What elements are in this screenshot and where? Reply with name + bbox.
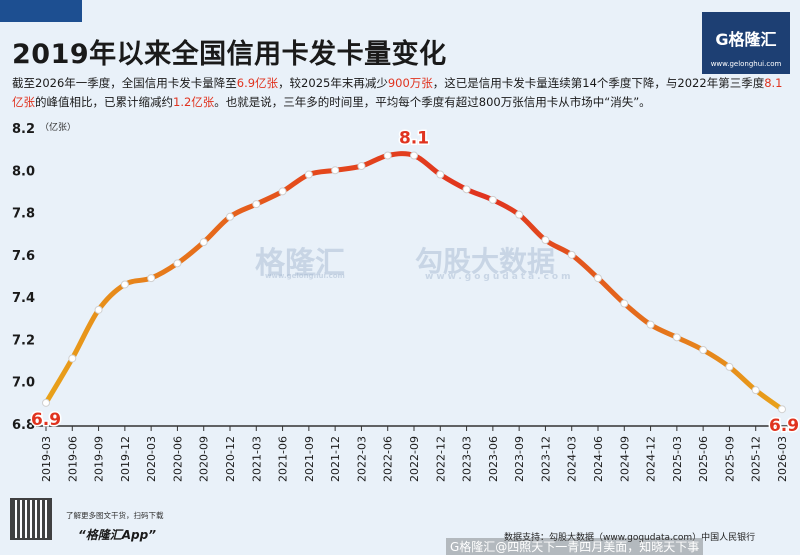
top-bar-accent (0, 0, 82, 22)
data-point (42, 398, 50, 407)
y-tick-label: 7.4 (12, 291, 35, 306)
watermark-right-site: www.gogudata.com (425, 272, 574, 282)
data-point (331, 166, 340, 175)
chart-title: 2019年以来全国信用卡发卡量变化 (12, 39, 447, 70)
description: 截至2026年一季度，全国信用卡发卡量降至6.9亿张，较2025年末再减少900… (12, 74, 792, 112)
data-label: 6.9 (31, 410, 61, 430)
y-tick-label: 8.2 (12, 122, 35, 137)
data-point (94, 305, 103, 314)
x-tick-label: 2022-03 (355, 436, 368, 482)
y-tick-label: 7.6 (12, 249, 35, 264)
data-point (278, 187, 287, 196)
data-point (699, 346, 708, 354)
data-label: 6.9 (769, 416, 799, 436)
top-bar (0, 0, 800, 22)
x-tick-label: 2022-09 (408, 436, 421, 482)
data-point (68, 354, 77, 363)
x-tick-label: 2021-03 (250, 436, 263, 482)
x-tick-label: 2023-06 (487, 436, 500, 482)
data-point (751, 386, 760, 395)
data-point (778, 405, 786, 414)
watermark-right: 勾股大数据 (415, 245, 556, 278)
data-point (410, 151, 418, 160)
x-tick-label: 2021-12 (329, 436, 342, 482)
data-point (541, 236, 550, 245)
x-tick-label: 2020-12 (224, 436, 237, 482)
data-point (646, 320, 655, 329)
data-point (252, 200, 261, 209)
x-tick-label: 2019-12 (119, 436, 132, 482)
x-tick-label: 2019-09 (93, 436, 106, 482)
brand-logo: G格隆汇 www.gelonghui.com (702, 12, 790, 74)
x-tick-label: 2024-06 (592, 436, 605, 482)
data-point (226, 212, 234, 221)
x-tick-label: 2023-03 (461, 436, 474, 482)
x-tick-label: 2021-09 (303, 436, 316, 482)
footer-tip: 了解更多图文干货，扫码下载 (66, 511, 164, 520)
data-point (488, 195, 497, 204)
x-tick-label: 2025-06 (697, 436, 710, 482)
x-tick-label: 2025-03 (671, 436, 684, 482)
x-tick-label: 2022-06 (382, 436, 395, 482)
x-tick-label: 2020-06 (171, 436, 184, 482)
x-tick-label: 2024-12 (645, 436, 658, 482)
desc-text-4: 的峰值相比，已累计缩减约 (35, 95, 173, 109)
data-point (620, 299, 629, 308)
data-label: 8.1 (399, 128, 429, 148)
data-source: 数据支持：勾股大数据（www.gogudata.com）中国人民银行 (504, 533, 756, 543)
desc-highlight-3: 8.1亿张 (12, 76, 783, 109)
x-tick-label: 2025-12 (750, 436, 763, 482)
footer-overlay: G格隆汇@四照天下一青四月美面，知晓天下事 (446, 538, 704, 555)
data-point (383, 151, 392, 160)
y-tick-label: 7.0 (12, 376, 35, 391)
watermark-left-site: www.gelonghui.com (265, 272, 345, 280)
brand-site: www.gelonghui.com (710, 60, 782, 68)
x-tick-label: 2024-09 (618, 436, 631, 482)
data-point (304, 170, 313, 179)
x-tick-label: 2020-03 (145, 436, 158, 482)
desc-text-5: 。也就是说，三年多的时间里，平均每个季度有超过800万张信用卡从市场中“消失”。 (214, 95, 651, 109)
watermark-left: 格隆汇 (255, 246, 345, 281)
x-tick-label: 2021-06 (277, 436, 290, 482)
desc-text-1: 截至2026年一季度，全国信用卡发卡量降至 (12, 76, 237, 90)
data-point (173, 259, 182, 268)
data-point (357, 162, 366, 171)
data-point (594, 274, 602, 283)
y-tick-label: 6.8 (12, 418, 35, 433)
footer-app: “格隆汇App” (78, 528, 156, 542)
data-point (147, 274, 156, 283)
x-tick-label: 2020-09 (198, 436, 211, 482)
y-tick-label: 8.0 (12, 164, 35, 179)
y-tick-label: 7.8 (12, 207, 35, 222)
data-point (199, 238, 208, 247)
data-point (120, 280, 129, 289)
y-axis-unit-label: （亿张） (40, 121, 76, 133)
data-point (436, 170, 445, 179)
qr-code (10, 498, 52, 540)
desc-highlight-2: 900万张 (387, 76, 433, 90)
x-tick-label: 2024-03 (566, 436, 579, 482)
desc-highlight-4: 1.2亿张 (173, 95, 215, 109)
x-tick-label: 2025-09 (723, 436, 736, 482)
line-chart: （亿张） 8.2 8.0 7.8 7.6 7.4 7.2 7.0 6.8 2019-03 2019-… (12, 121, 800, 482)
x-tick-label: 2019-06 (66, 436, 79, 482)
desc-text-2: ，较2025年末再减少 (278, 76, 388, 90)
series-line (43, 151, 785, 412)
data-point (515, 210, 524, 219)
data-point (672, 333, 681, 342)
x-tick-label: 2022-12 (434, 436, 447, 482)
data-point (725, 362, 734, 371)
y-tick-label: 7.2 (12, 333, 35, 348)
x-tick-label: 2019-03 (40, 436, 53, 482)
x-tick-label: 2023-12 (539, 436, 552, 482)
x-tick-label: 2023-09 (513, 436, 526, 482)
desc-highlight-1: 6.9亿张 (236, 76, 279, 90)
brand-name: G格隆汇 (715, 30, 777, 49)
x-tick-label: 2026-03 (776, 436, 789, 482)
desc-text-3: ，这已是信用卡发卡量连续第14个季度下降，与2022年第三季度 (432, 76, 765, 90)
data-point (462, 185, 471, 194)
data-point (567, 250, 576, 259)
